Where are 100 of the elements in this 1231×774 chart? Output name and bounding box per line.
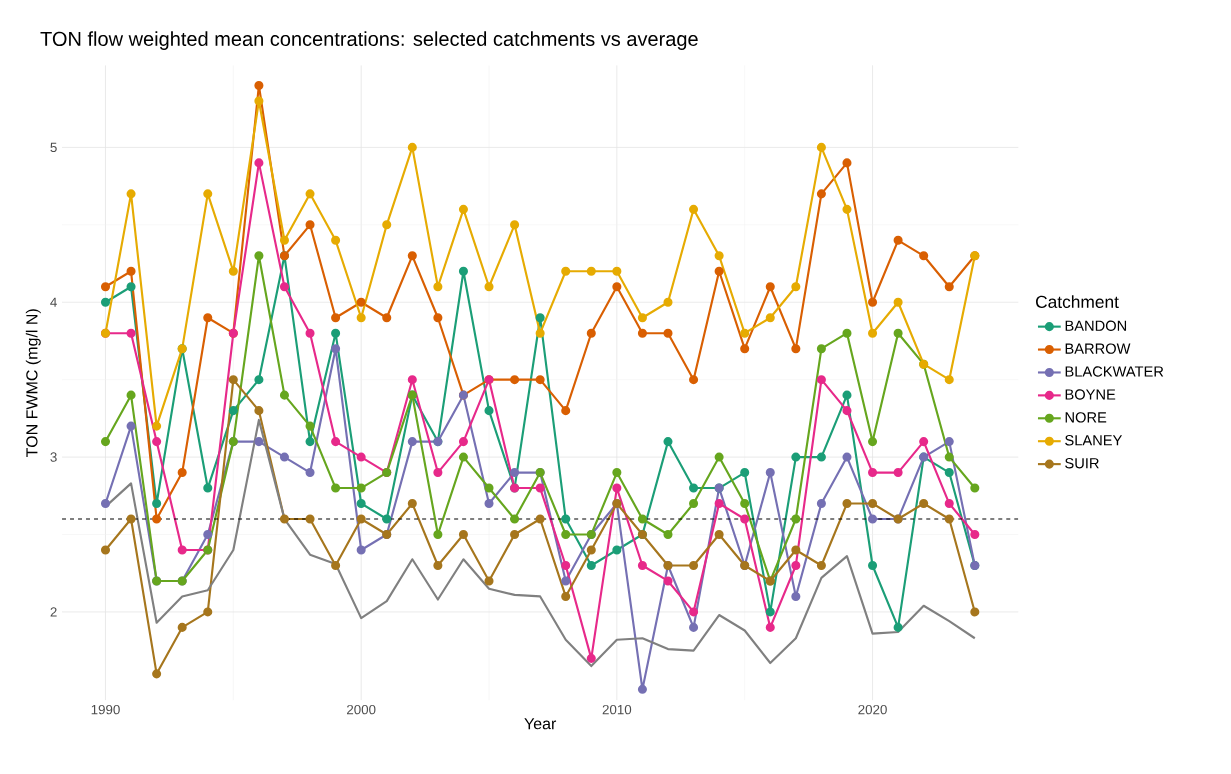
point (561, 592, 571, 602)
point (126, 328, 136, 338)
point (612, 266, 622, 277)
point (152, 421, 162, 431)
point (254, 406, 264, 416)
point (126, 189, 136, 199)
point (254, 251, 264, 261)
point (689, 623, 699, 633)
point (791, 592, 801, 602)
point (944, 514, 954, 524)
point (254, 96, 264, 106)
point (689, 375, 699, 385)
point (689, 499, 699, 509)
point (100, 297, 111, 308)
point (356, 545, 366, 555)
point (356, 452, 366, 462)
point (203, 530, 213, 540)
point (868, 499, 878, 509)
point (637, 313, 647, 323)
point (637, 514, 647, 524)
point (279, 236, 289, 246)
point (177, 623, 187, 633)
point (458, 437, 468, 447)
legend-title: Catchment (1036, 295, 1119, 309)
x-tick-label: 1990 (91, 705, 120, 715)
point (279, 452, 289, 462)
point (305, 514, 315, 524)
point (740, 499, 750, 509)
point (356, 514, 366, 524)
point (382, 220, 392, 230)
legend-label: SLANEY (1065, 435, 1123, 446)
point (331, 236, 341, 246)
x-tick-label: 2010 (602, 705, 632, 715)
point (535, 313, 545, 323)
point (919, 251, 929, 261)
point (484, 406, 494, 416)
point (254, 375, 264, 385)
point (944, 499, 954, 509)
point (714, 266, 724, 277)
point (944, 437, 954, 447)
point (970, 607, 980, 617)
point (816, 344, 826, 354)
point (305, 421, 315, 431)
point (893, 297, 903, 308)
point (152, 514, 162, 524)
point (305, 437, 315, 447)
point (279, 282, 289, 292)
point (637, 685, 647, 695)
point (561, 266, 571, 277)
point (689, 483, 699, 493)
point (868, 437, 878, 447)
x-tick-label: 2020 (858, 705, 887, 715)
point (254, 158, 264, 168)
point (714, 251, 724, 261)
point (612, 282, 622, 292)
point (637, 328, 647, 338)
legend-label: BLACKWATER (1065, 366, 1164, 377)
point (791, 452, 801, 462)
point (586, 654, 596, 664)
point (740, 328, 750, 338)
y-tick-label: 2 (50, 607, 57, 617)
point (458, 452, 468, 462)
point (919, 437, 929, 447)
point (791, 344, 801, 354)
point (484, 499, 494, 509)
legend-label: NORE (1065, 412, 1107, 423)
point (765, 468, 775, 478)
point (586, 545, 596, 555)
point (126, 514, 136, 524)
legend-label: BOYNE (1065, 389, 1116, 400)
point (561, 514, 571, 524)
point (484, 282, 494, 292)
point (970, 530, 980, 540)
point (944, 468, 954, 478)
point (331, 328, 341, 338)
point (663, 576, 673, 586)
point (970, 483, 980, 493)
point (254, 437, 264, 447)
point (331, 561, 341, 571)
point (842, 452, 852, 462)
point (535, 514, 545, 524)
point (816, 499, 826, 509)
x-tick-label: 2000 (347, 705, 376, 715)
point (356, 483, 366, 493)
point (433, 313, 443, 323)
point (254, 81, 264, 91)
point (458, 205, 468, 215)
point (279, 514, 289, 524)
point (100, 282, 111, 292)
point (816, 452, 826, 462)
point (868, 328, 878, 338)
point (740, 468, 750, 478)
point (331, 483, 341, 493)
point (612, 468, 622, 478)
x-axis-title: Year (524, 718, 557, 730)
point (177, 468, 187, 478)
point (893, 623, 903, 633)
point (842, 390, 852, 400)
point (382, 313, 392, 323)
point (510, 468, 520, 478)
